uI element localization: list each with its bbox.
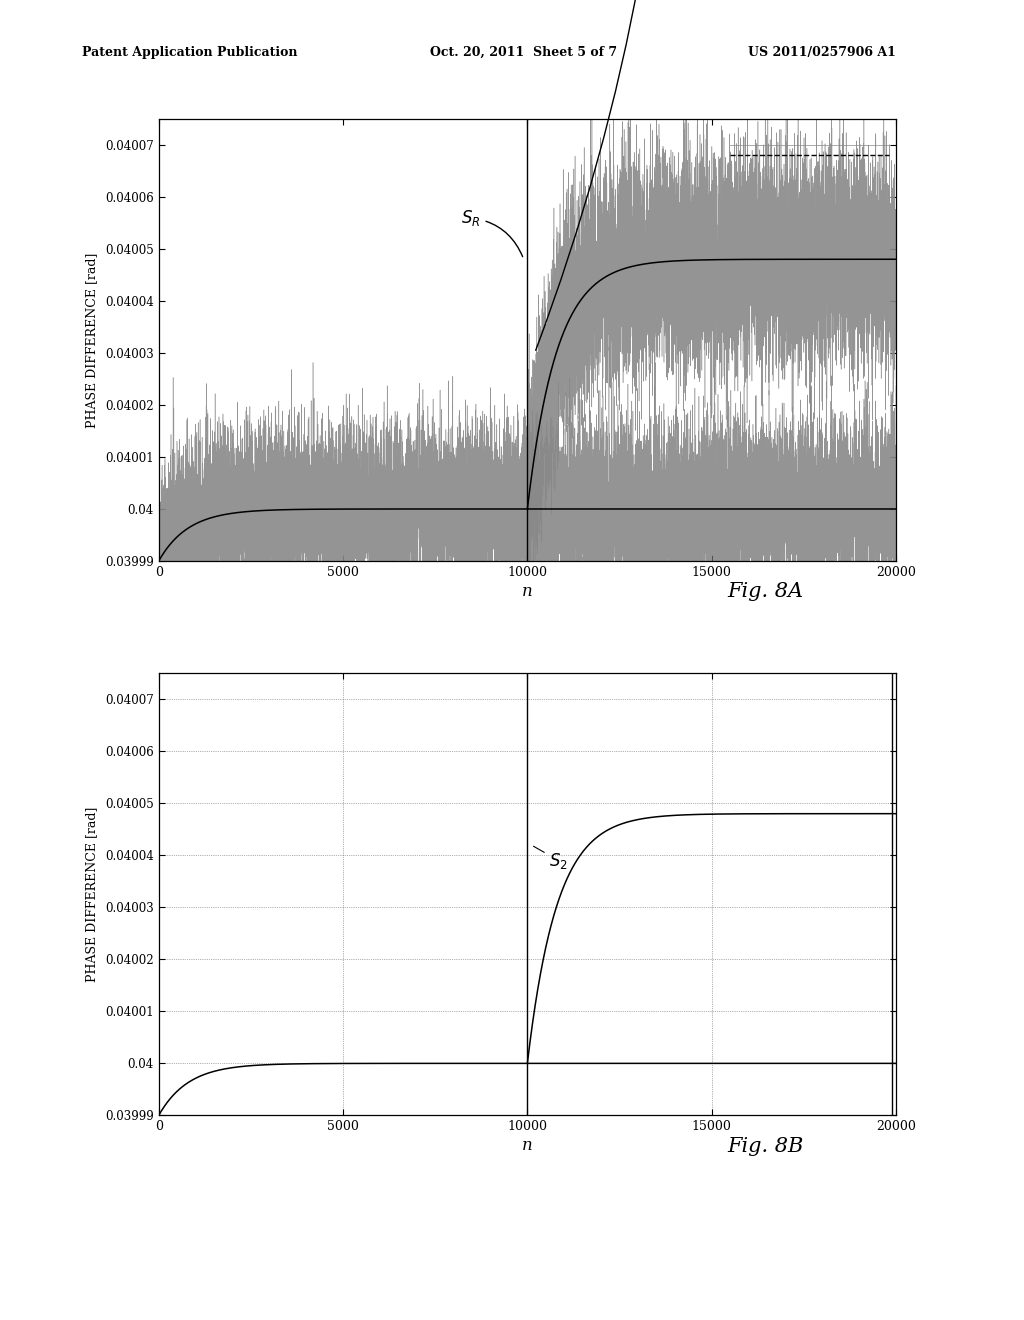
X-axis label: n: n <box>522 1138 532 1155</box>
Y-axis label: PHASE DIFFERENCE [rad]: PHASE DIFFERENCE [rad] <box>85 807 98 982</box>
Text: Oct. 20, 2011  Sheet 5 of 7: Oct. 20, 2011 Sheet 5 of 7 <box>430 46 617 59</box>
Text: Patent Application Publication: Patent Application Publication <box>82 46 297 59</box>
Y-axis label: PHASE DIFFERENCE [rad]: PHASE DIFFERENCE [rad] <box>85 252 98 428</box>
Text: Fig. 8A: Fig. 8A <box>727 582 803 601</box>
Text: $S_R$: $S_R$ <box>461 207 522 256</box>
X-axis label: n: n <box>522 583 532 601</box>
Text: $S_2$: $S_2$ <box>534 846 568 871</box>
Text: US 2011/0257906 A1: US 2011/0257906 A1 <box>748 46 895 59</box>
Text: $S_2$: $S_2$ <box>495 0 671 350</box>
Text: Fig. 8B: Fig. 8B <box>727 1138 804 1156</box>
